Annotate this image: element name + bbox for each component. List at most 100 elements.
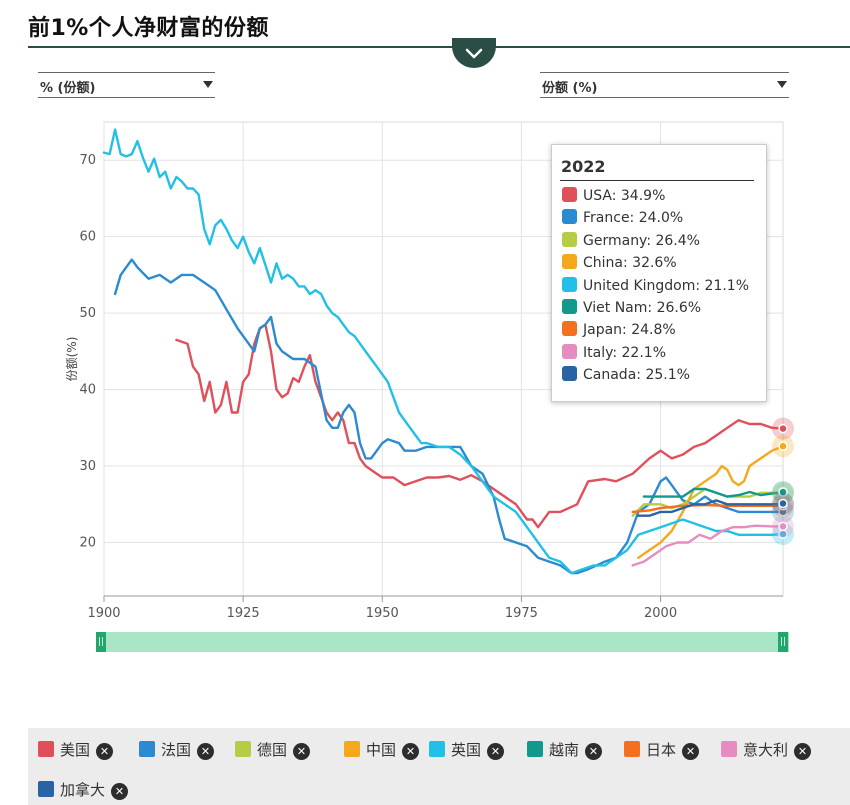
x-tick-label: 1975: [505, 606, 538, 621]
remove-icon[interactable]: ✕: [682, 743, 700, 760]
end-marker-usa: [778, 423, 788, 434]
series-line-canada: [637, 499, 785, 517]
legend-item[interactable]: 德国 ✕: [235, 739, 311, 761]
tooltip-swatch: [562, 343, 577, 359]
legend-swatch: [429, 741, 445, 757]
tooltip-row: Japan: 24.8%: [562, 321, 676, 341]
tooltip-row-text: USA: 34.9%: [583, 188, 666, 204]
remove-icon[interactable]: ✕: [585, 743, 603, 760]
tooltip-divider: [560, 180, 754, 181]
series-line-united-kingdom: [102, 128, 785, 575]
legend-item[interactable]: 中国 ✕: [344, 739, 420, 761]
legend-label: 英国: [451, 741, 482, 759]
tooltip-row: China: 32.6%: [562, 254, 677, 274]
y-tick-label: 50: [79, 306, 96, 321]
remove-icon[interactable]: ✕: [293, 743, 311, 760]
tooltip: 2022 USA: 34.9% France: 24.0% Germany: 26.…: [551, 144, 767, 402]
remove-icon[interactable]: ✕: [794, 743, 812, 760]
remove-icon[interactable]: ✕: [197, 743, 215, 760]
legend-swatch: [38, 741, 54, 757]
indicator-dropdown-label: 份额 (%): [542, 81, 598, 96]
y-axis-label: 份额(%): [65, 337, 79, 382]
x-tick-label: 1950: [366, 606, 399, 621]
legend-label: 日本: [646, 741, 677, 759]
legend-item[interactable]: 英国 ✕: [429, 739, 505, 761]
tooltip-swatch: [562, 187, 577, 202]
caret-down-icon: [777, 81, 787, 88]
tooltip-year: 2022: [561, 157, 606, 176]
y-tick-label: 60: [79, 230, 96, 245]
tooltip-row: France: 24.0%: [562, 209, 683, 229]
tooltip-row: Germany: 26.4%: [562, 231, 700, 252]
legend-label: 加拿大: [60, 781, 106, 799]
tooltip-row: Canada: 25.1%: [562, 366, 690, 386]
tooltip-row: United Kingdom: 21.1%: [562, 276, 750, 297]
tooltip-row: Viet Nam: 26.6%: [562, 299, 701, 319]
time-range-slider[interactable]: [99, 632, 789, 652]
tooltip-row-text: Germany: 26.4%: [583, 232, 700, 249]
collapse-toggle-button[interactable]: [452, 38, 496, 68]
tooltip-swatch: [562, 321, 577, 337]
series-line-usa: [175, 323, 785, 529]
tooltip-row-text: Viet Nam: 26.6%: [583, 300, 702, 316]
tooltip-swatch: [562, 209, 577, 225]
tooltip-swatch: [562, 299, 577, 314]
series-line-italy: [631, 524, 785, 567]
y-tick-label: 40: [79, 383, 96, 398]
remove-icon[interactable]: ✕: [111, 783, 129, 800]
series-line-france: [113, 258, 785, 575]
unit-dropdown[interactable]: % (份额): [38, 72, 215, 98]
y-tick-label: 30: [79, 459, 96, 474]
legend: 美国 ✕ 法国 ✕ 德国 ✕ 中国 ✕ 英国 ✕ 越南 ✕ 日本 ✕ 意大利 ✕ 加拿大 ✕: [28, 728, 850, 805]
slider-handle-end[interactable]: ||: [778, 632, 788, 652]
tooltip-swatch: [562, 231, 577, 247]
end-marker-italy: [778, 521, 788, 532]
end-marker-china: [778, 441, 788, 451]
x-tick-label: 1900: [87, 606, 120, 621]
remove-icon[interactable]: ✕: [402, 743, 420, 760]
legend-swatch: [38, 781, 54, 797]
tooltip-row-text: Canada: 25.1%: [583, 367, 690, 384]
tooltip-swatch: [562, 366, 577, 382]
slider-handle-start[interactable]: ||: [96, 632, 106, 652]
legend-item[interactable]: 越南 ✕: [527, 739, 603, 761]
legend-item[interactable]: 美国 ✕: [38, 739, 114, 761]
legend-item[interactable]: 意大利 ✕: [721, 739, 812, 761]
tooltip-swatch: [562, 276, 577, 292]
x-tick-label: 2000: [644, 606, 677, 621]
legend-item[interactable]: 法国 ✕: [139, 739, 215, 761]
legend-label: 德国: [257, 741, 288, 759]
end-marker-viet-nam: [778, 487, 788, 497]
unit-dropdown-label: % (份额): [40, 81, 96, 96]
end-marker-canada: [778, 498, 788, 509]
tooltip-row-text: United Kingdom: 21.1%: [583, 277, 750, 294]
tooltip-row: Italy: 22.1%: [562, 343, 666, 364]
chevron-down-icon: [465, 48, 483, 59]
legend-item[interactable]: 日本 ✕: [624, 739, 700, 761]
legend-swatch: [235, 741, 251, 757]
legend-swatch: [721, 741, 737, 757]
legend-label: 法国: [161, 741, 192, 759]
legend-swatch: [139, 741, 155, 757]
remove-icon[interactable]: ✕: [487, 743, 505, 760]
tooltip-row: USA: 34.9%: [562, 187, 665, 207]
y-tick-label: 70: [79, 153, 96, 168]
tooltip-row-text: France: 24.0%: [583, 210, 684, 227]
remove-icon[interactable]: ✕: [96, 743, 114, 760]
legend-swatch: [527, 741, 543, 757]
tooltip-row-text: Japan: 24.8%: [583, 322, 676, 339]
tooltip-row-text: China: 32.6%: [583, 255, 677, 272]
legend-swatch: [344, 741, 360, 757]
tooltip-swatch: [562, 254, 577, 270]
legend-label: 美国: [60, 741, 91, 759]
legend-swatch: [624, 741, 640, 757]
series-line-viet-nam: [642, 487, 785, 498]
tooltip-row-text: Italy: 22.1%: [583, 344, 666, 361]
caret-down-icon: [203, 81, 213, 88]
legend-label: 意大利: [743, 741, 789, 759]
legend-label: 越南: [549, 741, 580, 759]
legend-item[interactable]: 加拿大 ✕: [38, 779, 129, 801]
series-line-china: [637, 445, 785, 559]
legend-label: 中国: [366, 741, 397, 759]
indicator-dropdown[interactable]: 份额 (%): [540, 72, 789, 98]
